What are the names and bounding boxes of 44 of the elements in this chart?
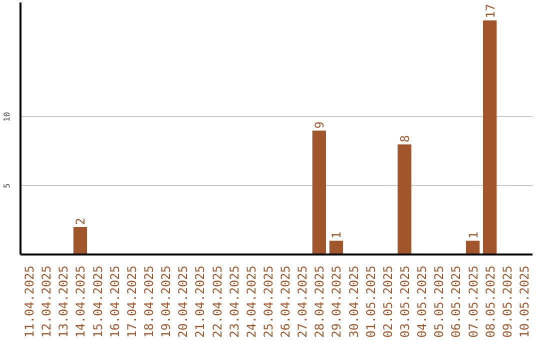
data-label: 17: [483, 4, 498, 18]
x-tick-label: 15.04.2025: [90, 265, 105, 338]
x-tick-label: 27.04.2025: [296, 265, 310, 338]
bar: [398, 144, 412, 254]
data-label: 9: [312, 121, 327, 129]
x-tick-label: 26.04.2025: [278, 265, 293, 338]
x-tick-label: 19.04.2025: [159, 265, 174, 338]
bar: [73, 226, 88, 254]
x-tick-label: 02.05.2025: [380, 265, 395, 338]
x-tick-label: 20.04.2025: [176, 265, 190, 338]
x-tick-label: 28.04.2025: [312, 265, 327, 338]
x-tick-label: 30.04.2025: [346, 265, 361, 338]
x-tick-label: 09.05.2025: [500, 265, 514, 338]
x-tick-label: 16.04.2025: [108, 265, 122, 338]
y-tick-label: 10: [2, 112, 12, 122]
bar: [329, 240, 344, 254]
x-tick-label: 01.05.2025: [364, 265, 378, 338]
x-tick-label: 22.04.2025: [210, 265, 224, 338]
x-tick-label: 24.04.2025: [244, 265, 258, 338]
bar: [466, 240, 480, 254]
x-tick-label: 06.05.2025: [449, 265, 464, 338]
x-tick-label: 18.04.2025: [142, 265, 156, 338]
data-label: 2: [74, 218, 88, 225]
x-tick-label: 03.05.2025: [398, 265, 412, 338]
x-tick-label: 17.04.2025: [124, 265, 139, 338]
data-label: 1: [330, 231, 344, 239]
x-tick-label: 25.04.2025: [261, 265, 276, 338]
x-tick-label: 14.04.2025: [74, 265, 88, 338]
x-tick-label: 13.04.2025: [56, 265, 71, 338]
x-tick-label: 10.05.2025: [517, 265, 532, 338]
x-tick-label: 07.05.2025: [466, 265, 480, 338]
x-tick-label: 05.05.2025: [432, 265, 446, 338]
x-tick-label: 21.04.2025: [193, 265, 208, 338]
x-tick-label: 23.04.2025: [227, 265, 242, 338]
x-tick-label: 29.04.2025: [330, 265, 344, 338]
bar: [312, 130, 326, 254]
x-tick-label: 08.05.2025: [483, 265, 498, 338]
data-label: 8: [398, 135, 412, 142]
x-tick-label: 11.04.2025: [22, 265, 37, 338]
data-label: 1: [466, 231, 480, 239]
x-tick-label: 12.04.2025: [40, 265, 54, 338]
x-tick-label: 04.05.2025: [415, 265, 430, 338]
bar: [483, 20, 497, 254]
y-tick-label: 5: [2, 183, 12, 188]
